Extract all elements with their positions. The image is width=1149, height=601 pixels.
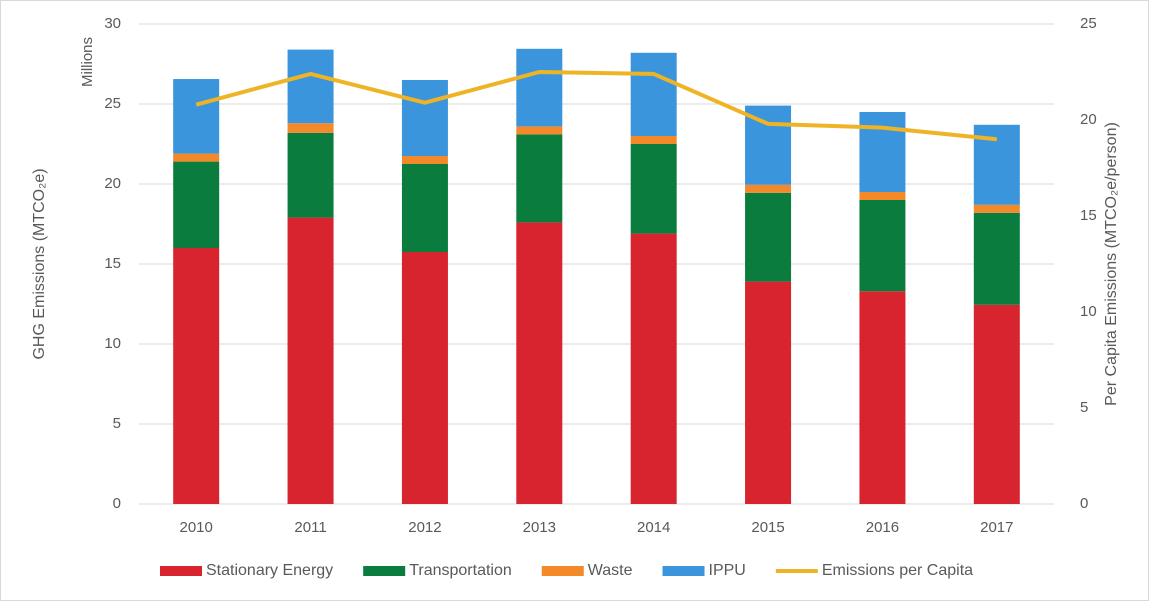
bar-segment (973, 212, 1020, 305)
bar-segment (973, 304, 1020, 504)
bar-segment (630, 136, 677, 144)
legend-swatch (363, 566, 406, 576)
y2-tick-label: 20 (1080, 111, 1097, 128)
legend-swatch (541, 566, 584, 576)
bar-segment (859, 291, 906, 504)
x-tick-label: 2014 (637, 519, 670, 536)
y-tick-label: 5 (113, 415, 121, 432)
bar-segment (630, 52, 677, 136)
bar-segment (516, 134, 563, 223)
bar-segment (173, 79, 220, 154)
line-series (195, 70, 998, 142)
x-tick-label: 2012 (408, 519, 441, 536)
x-tick-label: 2011 (294, 519, 326, 536)
bar-segment (401, 156, 448, 164)
bar-segment (516, 48, 563, 127)
y-tick-label: 15 (104, 255, 121, 272)
x-tick-label: 2013 (523, 519, 556, 536)
bar-segment (287, 217, 334, 504)
bar-segment (630, 233, 677, 504)
bar-segment (287, 132, 334, 218)
legend-swatch (662, 566, 705, 576)
bar-segment (401, 164, 448, 252)
legend-label: Emissions per Capita (822, 562, 973, 579)
bar-segment (173, 161, 220, 248)
legend-label: Stationary Energy (206, 562, 333, 579)
bar-segment (745, 184, 792, 193)
legend-label: Transportation (409, 562, 512, 579)
bar-segment (745, 192, 792, 282)
legend-label: IPPU (709, 562, 746, 579)
bar-segment (173, 153, 220, 162)
y-tick-label: 20 (104, 175, 121, 192)
y2-axis-title: Per Capita Emissions (MTCO₂e/person) (1103, 122, 1120, 406)
x-tick-label: 2010 (180, 519, 213, 536)
legend-label: Waste (588, 562, 633, 579)
bar-segment (859, 200, 906, 292)
y2-tick-label: 0 (1080, 495, 1088, 512)
x-tick-label: 2016 (866, 519, 899, 536)
bar-segment (859, 192, 906, 200)
bar-segment (973, 204, 1020, 213)
x-tick-label: 2015 (751, 519, 784, 536)
bar-segment (745, 281, 792, 504)
bar-segment (516, 222, 563, 504)
y-axis-title: GHG Emissions (MTCO₂e) (31, 168, 48, 359)
legend-swatch (160, 566, 202, 576)
bar-segment (516, 126, 563, 135)
bar-segment (173, 248, 220, 504)
bar-segment (401, 252, 448, 504)
y2-tick-label: 25 (1080, 15, 1097, 32)
y2-tick-label: 15 (1080, 207, 1097, 224)
bar-segment (859, 112, 906, 192)
y-tick-label: 10 (104, 335, 121, 352)
bar-segment (287, 123, 334, 133)
bar-segment (630, 144, 677, 234)
y-tick-label: 25 (104, 95, 121, 112)
y2-tick-label: 10 (1080, 303, 1097, 320)
y2-tick-label: 5 (1080, 399, 1088, 416)
bar-segment (401, 80, 448, 156)
y-tick-label: 0 (113, 495, 121, 512)
y-tick-label: 30 (104, 15, 121, 32)
x-tick-label: 2017 (980, 519, 1013, 536)
bar-segment (287, 49, 334, 124)
y-unit-label: Millions (79, 37, 96, 87)
